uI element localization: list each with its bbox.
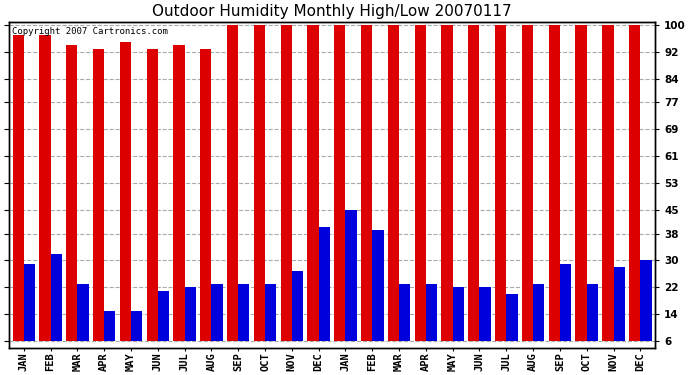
Bar [158, 291, 169, 341]
Bar [549, 25, 560, 341]
Bar [238, 284, 250, 341]
Bar [254, 25, 265, 341]
Bar [522, 25, 533, 341]
Bar [575, 25, 586, 341]
Bar [319, 227, 330, 341]
Bar [629, 25, 640, 341]
Bar [560, 264, 571, 341]
Bar [77, 284, 88, 341]
Bar [200, 49, 211, 341]
Bar [361, 25, 372, 341]
Bar [453, 287, 464, 341]
Bar [265, 284, 276, 341]
Bar [66, 45, 77, 341]
Text: Copyright 2007 Cartronics.com: Copyright 2007 Cartronics.com [12, 27, 168, 36]
Bar [399, 284, 411, 341]
Bar [120, 42, 131, 341]
Bar [480, 287, 491, 341]
Bar [50, 254, 62, 341]
Bar [185, 287, 196, 341]
Bar [533, 284, 544, 341]
Bar [146, 49, 158, 341]
Bar [23, 264, 35, 341]
Bar [640, 261, 651, 341]
Bar [613, 267, 624, 341]
Bar [442, 25, 453, 341]
Bar [506, 294, 518, 341]
Bar [334, 25, 346, 341]
Bar [211, 284, 223, 341]
Bar [426, 284, 437, 341]
Bar [292, 271, 303, 341]
Bar [586, 284, 598, 341]
Bar [227, 25, 238, 341]
Bar [307, 25, 319, 341]
Bar [415, 25, 426, 341]
Bar [372, 230, 384, 341]
Bar [131, 311, 142, 341]
Bar [602, 25, 613, 341]
Bar [388, 25, 399, 341]
Bar [281, 25, 292, 341]
Bar [173, 45, 185, 341]
Bar [39, 35, 50, 341]
Bar [469, 25, 480, 341]
Bar [104, 311, 115, 341]
Bar [346, 210, 357, 341]
Bar [93, 49, 104, 341]
Title: Outdoor Humidity Monthly High/Low 20070117: Outdoor Humidity Monthly High/Low 200701… [152, 4, 512, 19]
Bar [12, 35, 23, 341]
Bar [495, 25, 506, 341]
